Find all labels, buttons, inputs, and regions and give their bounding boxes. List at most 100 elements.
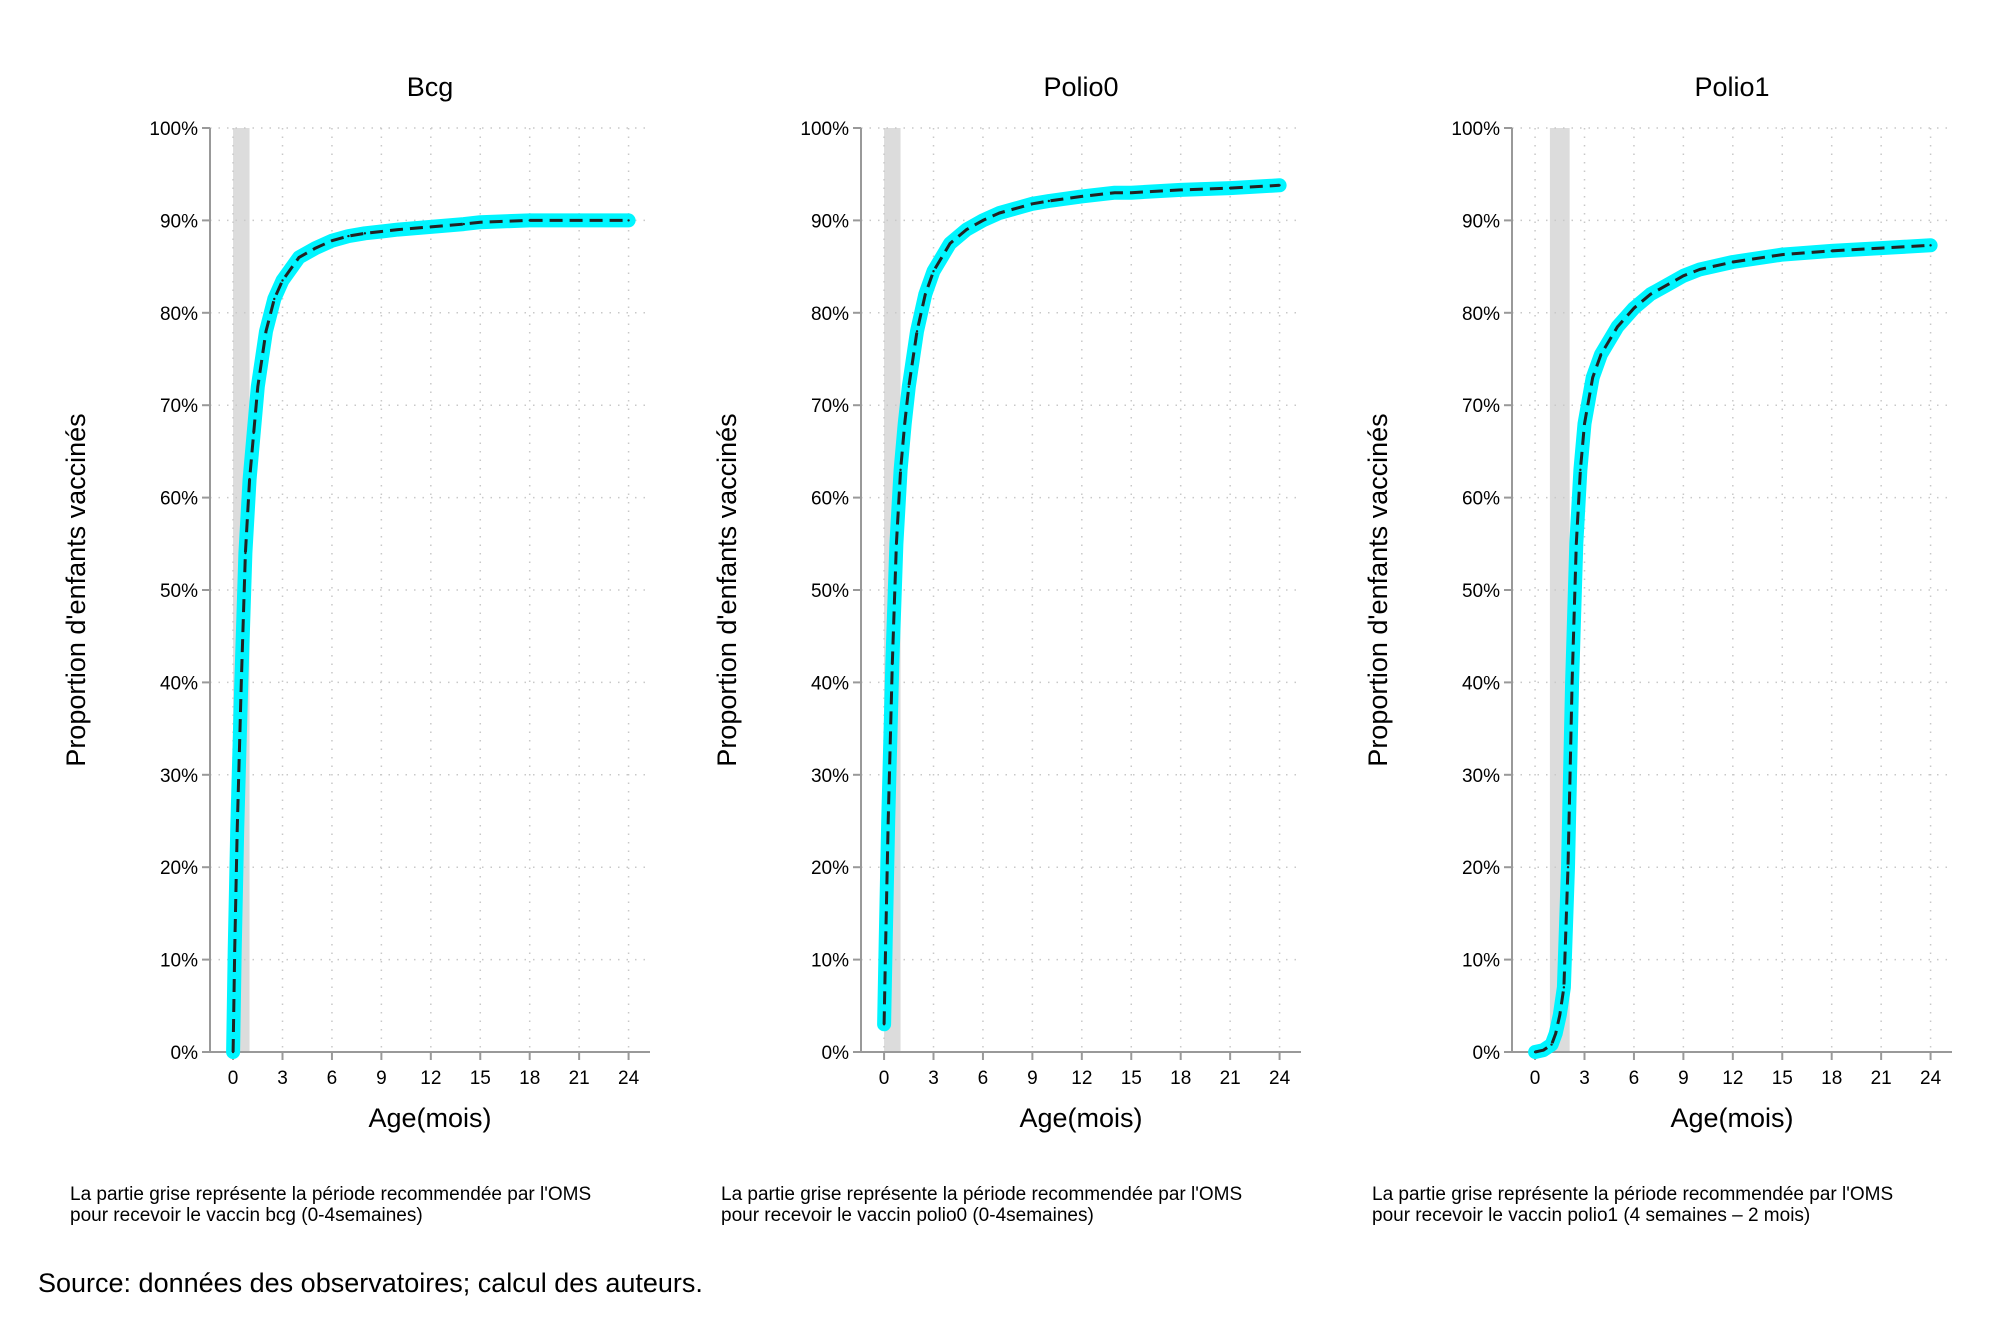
data-point: [907, 385, 910, 388]
data-point: [248, 477, 251, 481]
x-axis-title: Age(mois): [368, 1103, 491, 1133]
data-point: [1113, 191, 1116, 194]
y-tick-label: 100%: [1451, 119, 1500, 140]
data-point: [884, 939, 887, 943]
data-point: [1179, 188, 1182, 192]
data-point: [903, 422, 906, 425]
data-point: [1731, 260, 1735, 264]
data-point: [627, 219, 630, 222]
x-tick-label: 24: [618, 1068, 640, 1089]
series-line: [882, 183, 1280, 1025]
data-point: [882, 1023, 886, 1026]
x-tick-label: 15: [1772, 1068, 1793, 1089]
y-tick-label: 40%: [1462, 673, 1500, 694]
y-tick-label: 10%: [1462, 951, 1500, 972]
data-point: [264, 330, 268, 333]
x-tick-label: 3: [277, 1068, 288, 1089]
data-point: [924, 293, 927, 296]
x-axis-title: Age(mois): [1670, 1103, 1793, 1133]
data-point: [1682, 274, 1685, 278]
data-point: [1533, 1050, 1537, 1054]
data-point: [1570, 681, 1574, 684]
y-tick-label: 70%: [160, 396, 198, 417]
data-point: [256, 385, 259, 388]
x-tick-label: 0: [879, 1068, 890, 1089]
x-tick-label: 9: [1027, 1068, 1038, 1089]
data-point: [1929, 244, 1932, 247]
y-tick-label: 90%: [811, 211, 849, 232]
data-point: [1542, 1048, 1545, 1052]
x-tick-label: 9: [376, 1068, 387, 1089]
data-point: [1575, 542, 1578, 545]
data-point: [981, 219, 985, 222]
data-point: [577, 219, 581, 222]
y-tick-label: 10%: [160, 951, 198, 972]
y-tick-label: 0%: [822, 1043, 850, 1064]
panel-bcg: Bcg 0% 10% 20% 30% 40% 50% 60% 70% 80% 90% 100% 0 3 6 9…: [61, 72, 650, 1226]
data-point: [1278, 184, 1281, 187]
y-tick-label: 0%: [171, 1043, 199, 1064]
data-point: [1554, 1032, 1557, 1035]
panel-note-line: La partie grise représente la période re…: [1372, 1184, 1893, 1205]
data-point: [244, 551, 247, 555]
data-point: [1031, 202, 1034, 205]
data-point: [429, 225, 433, 229]
panel-note-line: pour recevoir le vaccin bcg (0-4semaines…: [70, 1205, 423, 1226]
y-tick-label: 10%: [811, 951, 849, 972]
data-point: [1579, 468, 1582, 472]
data-point: [396, 228, 400, 231]
panel-title: Polio0: [1043, 72, 1118, 102]
data-point: [886, 819, 890, 823]
x-tick-label: 21: [569, 1068, 590, 1089]
x-tick-label: 6: [978, 1068, 989, 1089]
data-point: [998, 211, 1001, 215]
data-point: [1550, 1043, 1553, 1046]
y-axis-title: Proportion d'enfants vaccinés: [712, 413, 742, 766]
data-point: [297, 256, 301, 259]
data-point: [479, 221, 482, 224]
y-tick-label: 20%: [160, 858, 198, 879]
y-tick-label: 60%: [811, 489, 849, 510]
y-tick-label: 90%: [160, 211, 198, 232]
data-point: [1649, 293, 1652, 296]
y-tick-label: 50%: [811, 581, 849, 602]
data-point: [895, 542, 898, 545]
data-point: [1632, 306, 1636, 310]
x-tick-label: 9: [1678, 1068, 1689, 1089]
data-point: [231, 1050, 235, 1054]
panel-polio0: Polio0 0% 10% 20% 30% 40% 50% 60% 70% 80% 90% 100% 0…: [712, 72, 1301, 1226]
y-tick-label: 50%: [1462, 581, 1500, 602]
x-tick-label: 21: [1220, 1068, 1241, 1089]
confidence-band: [226, 213, 636, 1059]
data-point: [1830, 249, 1833, 253]
data-point: [1698, 268, 1702, 271]
y-tick-label: 60%: [160, 489, 198, 510]
y-tick-label: 80%: [811, 304, 849, 325]
y-tick-label: 20%: [811, 858, 849, 879]
data-point: [281, 279, 284, 282]
y-tick-label: 70%: [1462, 396, 1500, 417]
data-point: [1599, 353, 1603, 356]
y-tick-label: 90%: [1462, 211, 1500, 232]
data-point: [1130, 191, 1133, 194]
x-tick-label: 15: [1121, 1068, 1142, 1089]
x-tick-label: 18: [519, 1068, 540, 1089]
data-point: [1047, 199, 1051, 203]
x-tick-label: 12: [420, 1068, 441, 1089]
data-point: [899, 468, 902, 472]
data-point: [252, 431, 255, 435]
data-point: [240, 681, 243, 684]
x-tick-label: 0: [228, 1068, 239, 1089]
panel-note-line: pour recevoir le vaccin polio0 (0-4semai…: [721, 1205, 1094, 1226]
data-point: [363, 232, 367, 235]
x-tick-label: 18: [1821, 1068, 1842, 1089]
data-point: [462, 222, 465, 226]
x-tick-label: 3: [1579, 1068, 1590, 1089]
series-line: [1534, 243, 1931, 1054]
x-tick-label: 12: [1071, 1068, 1092, 1089]
panel-note-line: pour recevoir le vaccin polio1 (4 semain…: [1372, 1205, 1810, 1226]
x-tick-label: 3: [928, 1068, 939, 1089]
x-tick-label: 24: [1269, 1068, 1291, 1089]
y-tick-label: 30%: [1462, 766, 1500, 787]
